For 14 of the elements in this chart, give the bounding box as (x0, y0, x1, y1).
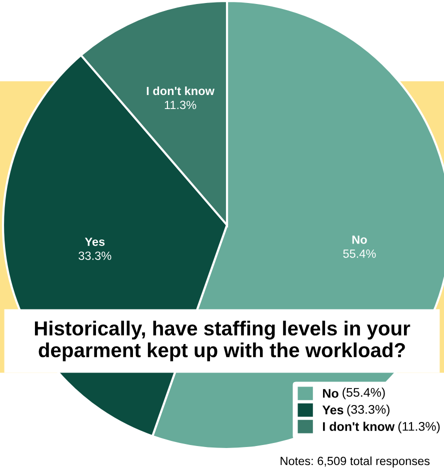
text: (33.3%) (347, 404, 390, 416)
slice-label: No (352, 236, 367, 244)
text: Notes: 6,509 total responses (280, 456, 430, 468)
legend-label: I don't know (323, 422, 395, 431)
legend-label: Yes (322, 406, 344, 414)
text: (11.3%) (398, 422, 440, 434)
legend-label: No (323, 389, 338, 398)
data-label: 33.3% (78, 252, 112, 260)
text: Historically, have staffing levels in your deparment kept up with the workload? (34, 320, 410, 362)
text: (55.4%) (342, 388, 385, 400)
slice-label: I don't know (146, 86, 214, 96)
data-label: 55.4% (343, 250, 376, 258)
slice-label: Yes (84, 238, 105, 246)
data-label: 11.3% (164, 100, 196, 110)
